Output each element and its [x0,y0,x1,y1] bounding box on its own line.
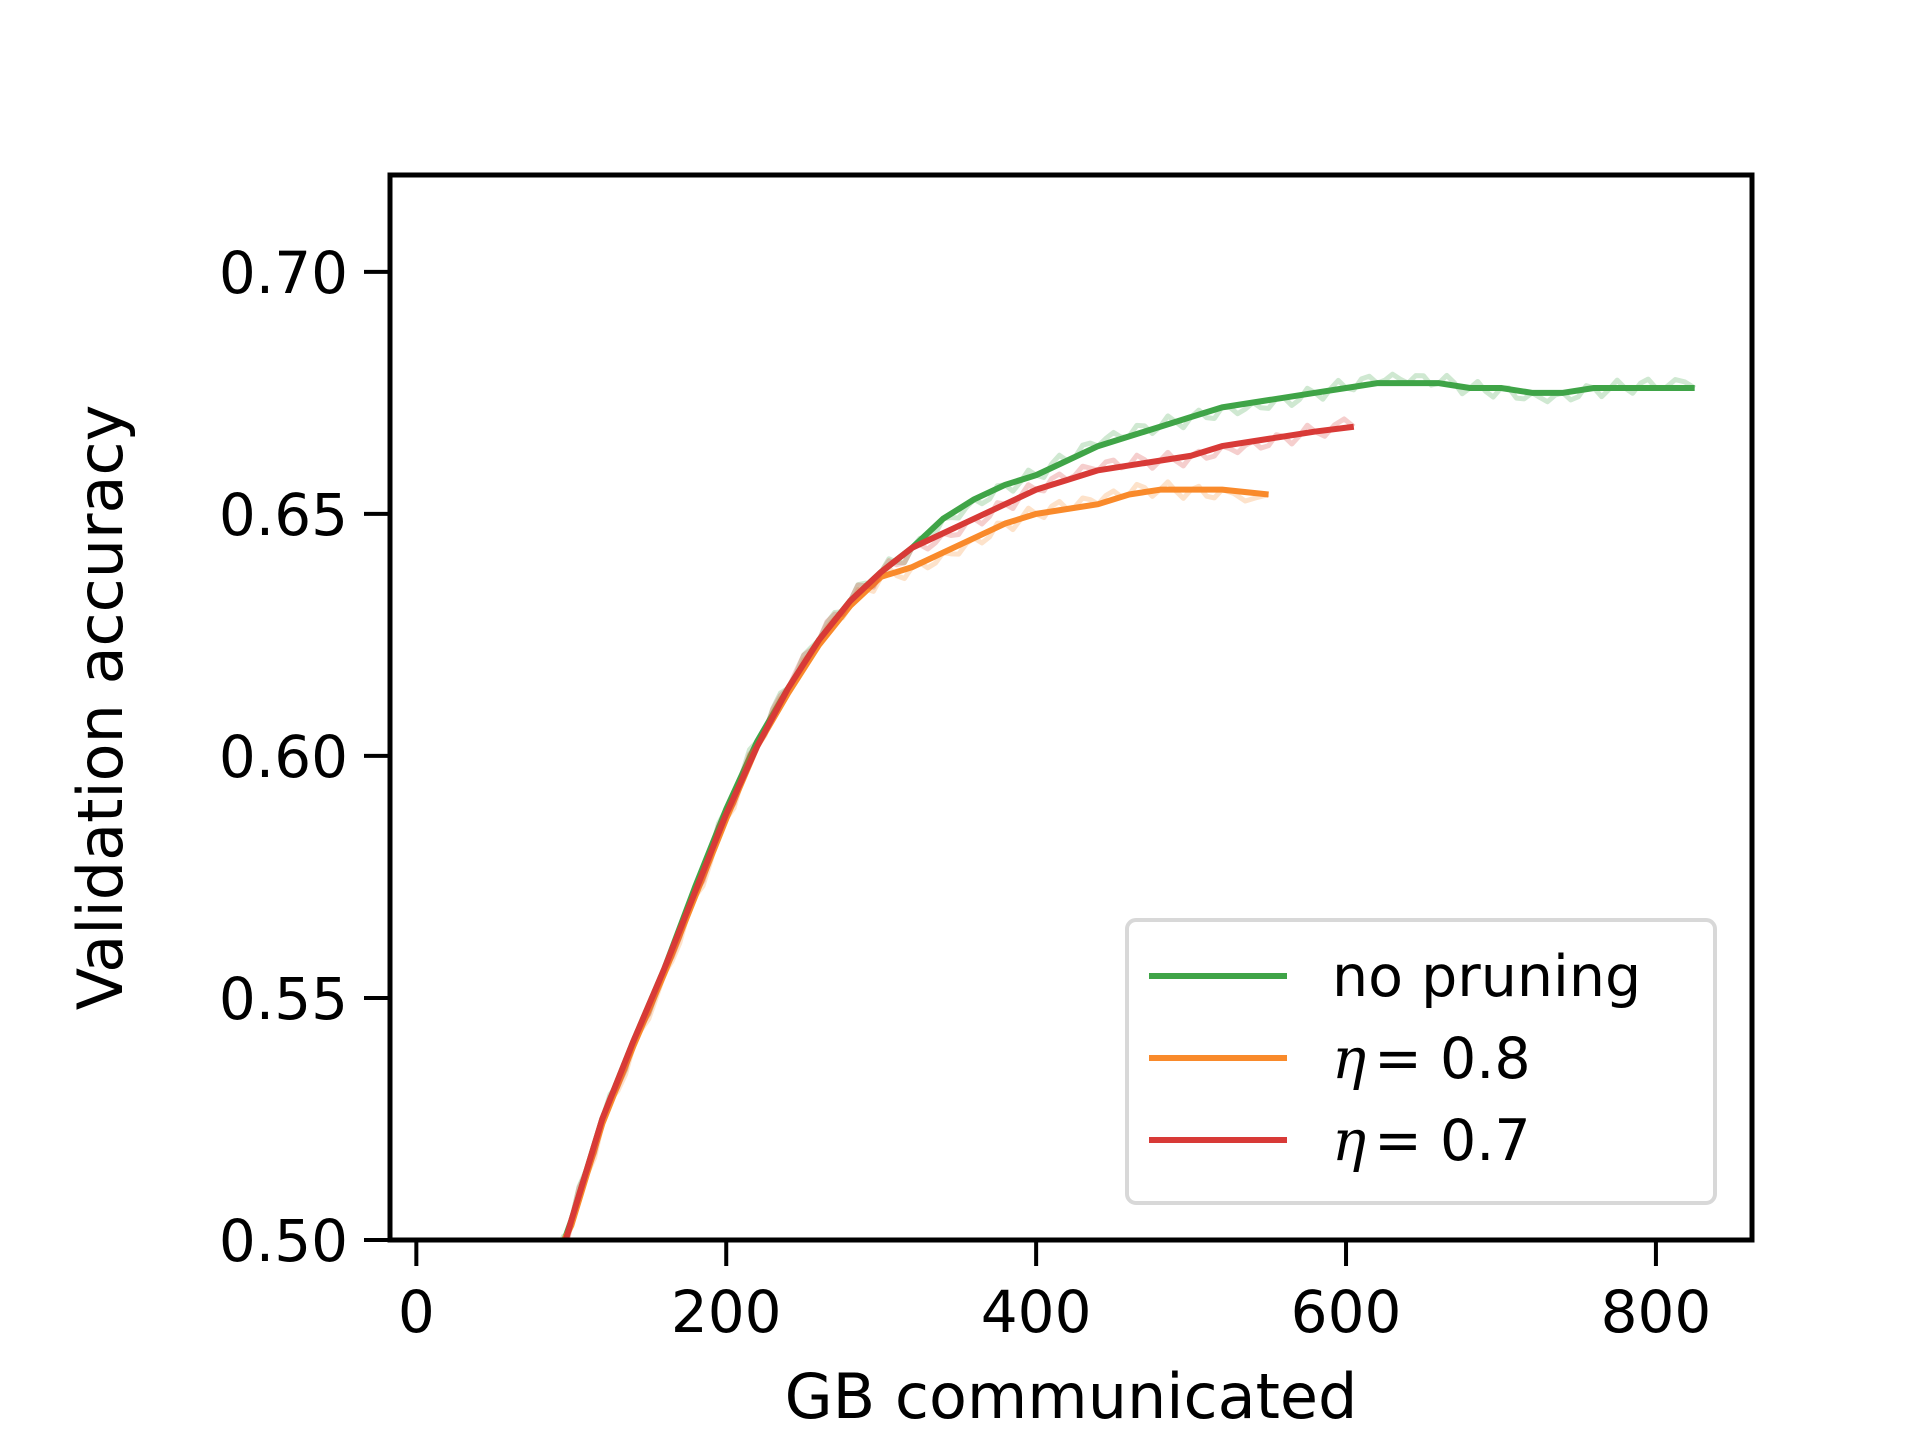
y-axis-label: Validation accuracy [64,405,137,1011]
legend: no pruning η = 0.8 η = 0.7 [1125,918,1717,1205]
x-tick-label: 800 [1601,1278,1712,1346]
y-tick-label: 0.65 [219,481,348,549]
legend-box [1125,918,1717,1205]
y-axis: 0.50 0.55 0.60 0.65 0.70 [219,239,390,1275]
y-tick-label: 0.70 [219,239,348,307]
legend-label: no pruning [1332,944,1641,1010]
x-tick-label: 400 [981,1278,1092,1346]
x-tick-label: 0 [398,1278,435,1346]
x-axis-label: GB communicated [785,1360,1358,1433]
y-tick-label: 0.60 [219,723,348,791]
x-axis: 0 200 400 600 800 [398,1240,1711,1346]
series-layer [558,371,1696,1240]
y-tick-label: 0.50 [219,1207,348,1275]
legend-label: η = 0.7 [1332,1108,1531,1174]
y-tick-label: 0.55 [219,965,348,1033]
legend-label: η = 0.8 [1332,1026,1531,1092]
x-tick-label: 200 [671,1278,782,1346]
series-line [562,423,1355,1240]
x-tick-label: 600 [1291,1278,1402,1346]
plot-frame [387,172,1755,1243]
